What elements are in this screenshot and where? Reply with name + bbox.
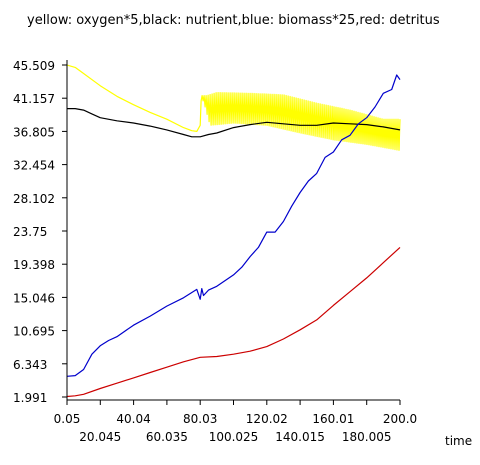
y-axis-ticks: 45.509 41.157 36.805 32.454 28.102 23.75 19.39… (13, 59, 67, 405)
biomass-series-line (66, 74, 401, 377)
y-tick-label: 36.805 (13, 125, 55, 139)
y-tick-label: 45.509 (13, 59, 55, 73)
y-tick-label: 6.343 (13, 358, 47, 372)
x-tick-label: 200.0 (383, 412, 417, 426)
y-tick-label: 41.157 (13, 92, 55, 106)
x-tick-label: 20.045 (79, 430, 121, 444)
x-tick-label: 60.035 (146, 430, 188, 444)
x-axis-ticks: 0.05 40.04 80.03 120.02 160.01 200.0 20.045 60.… (54, 400, 417, 444)
x-tick-label: 140.015 (275, 430, 325, 444)
y-tick-label: 28.102 (13, 192, 55, 206)
x-tick-label: 80.03 (183, 412, 217, 426)
x-tick-label: 120.02 (246, 412, 288, 426)
chart-title: yellow: oxygen*5,black: nutrient,blue: b… (27, 13, 440, 28)
oxygen-series-line (66, 64, 401, 151)
detritus-series-line (66, 246, 401, 398)
plot-series (66, 64, 401, 398)
x-axis-label: time (445, 434, 472, 448)
y-tick-label: 10.695 (13, 325, 55, 339)
x-tick-label: 100.025 (209, 430, 259, 444)
y-tick-label: 15.046 (13, 291, 55, 305)
y-tick-label: 1.991 (13, 391, 47, 405)
y-tick-label: 19.398 (13, 258, 55, 272)
x-tick-label: 160.01 (312, 412, 354, 426)
y-tick-label: 23.75 (13, 225, 47, 239)
y-tick-label: 32.454 (13, 159, 55, 173)
x-tick-label: 0.05 (54, 412, 81, 426)
nutrient-series-line (67, 108, 401, 138)
x-tick-label: 180.005 (342, 430, 392, 444)
x-tick-label: 40.04 (116, 412, 150, 426)
